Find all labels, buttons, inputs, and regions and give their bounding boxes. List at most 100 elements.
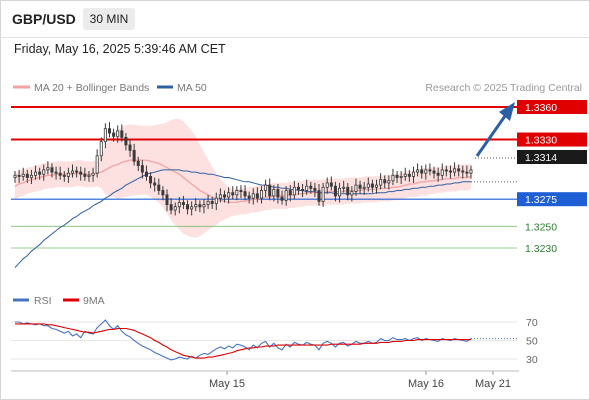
candle-body (177, 202, 181, 208)
candle (366, 177, 370, 192)
candle-body (71, 170, 75, 174)
candle (132, 143, 136, 166)
candle (120, 124, 124, 142)
candle-body (42, 169, 46, 175)
candle (186, 200, 190, 215)
candle-body (453, 168, 457, 173)
candle (440, 163, 444, 180)
candle-body (354, 184, 358, 192)
ma50-legend-label: MA 50 (177, 82, 207, 94)
candle-body (128, 144, 132, 151)
candle-body (284, 190, 288, 201)
candle-body (194, 204, 198, 208)
ma20-line (14, 159, 472, 204)
candle (99, 137, 103, 162)
candle (338, 182, 342, 203)
candle-body (317, 190, 321, 202)
timeframe-button[interactable]: 30 MIN (83, 8, 135, 30)
candle-body (223, 194, 227, 198)
candle (239, 185, 243, 199)
candle-body (272, 189, 276, 197)
candle-body (83, 173, 87, 177)
candle-body (436, 172, 440, 176)
candle (469, 165, 473, 179)
candle (301, 184, 305, 198)
candle-body (395, 174, 399, 178)
candle (448, 165, 452, 179)
price-plot-area: 1.3360 1.3330 1.3275 1.3250 1.3230 (11, 100, 587, 268)
candle (428, 163, 432, 176)
candle (25, 169, 29, 183)
candle-body (383, 179, 387, 184)
candle-body (116, 130, 120, 137)
candle (206, 194, 210, 209)
candle-body (58, 172, 62, 176)
candle-body (333, 185, 337, 197)
candle-body (461, 170, 465, 173)
candle (218, 188, 222, 203)
candle-body (444, 169, 448, 172)
resistance-label: 1.3330 (525, 135, 557, 147)
candle-body (375, 184, 379, 188)
candle (112, 128, 116, 142)
candle-body (54, 171, 58, 174)
candle (309, 181, 313, 194)
x-tick-label: May 21 (475, 378, 511, 390)
candle-body (243, 191, 247, 197)
candle (140, 160, 144, 179)
resistance-label: 1.3360 (525, 102, 557, 114)
candle (17, 169, 21, 183)
candle-body (469, 169, 473, 174)
candle (296, 182, 300, 195)
candle-body (440, 169, 444, 176)
candle (66, 167, 70, 183)
candle (391, 168, 395, 186)
candle-body (465, 171, 469, 174)
candle-body (399, 176, 403, 178)
candle (202, 199, 206, 214)
candle-body (136, 160, 140, 166)
candle-body (190, 206, 194, 210)
x-tick-label: May 15 (209, 378, 245, 390)
candle (83, 167, 87, 181)
candle-body (346, 186, 350, 196)
candle (227, 187, 231, 204)
candle-body (173, 206, 177, 211)
candle (62, 170, 66, 182)
candle-body (231, 192, 235, 196)
candle (223, 190, 227, 203)
candle-body (276, 189, 280, 198)
candle-body (99, 141, 103, 157)
candle (436, 167, 440, 182)
candle-body (313, 187, 317, 191)
candle (321, 182, 325, 207)
candle (465, 165, 469, 178)
resistance-tag (517, 132, 587, 147)
candle-body (202, 204, 206, 208)
candle (411, 166, 415, 183)
candle-body (38, 171, 42, 175)
candle (46, 161, 50, 175)
candle (268, 178, 272, 201)
candle-body (214, 197, 218, 204)
candle (292, 180, 296, 200)
candle (235, 186, 239, 201)
candle (432, 166, 436, 179)
candle-body (391, 174, 395, 182)
candle (247, 191, 251, 204)
candle (165, 189, 169, 212)
candle (79, 166, 83, 181)
candle-body (329, 182, 333, 187)
candle-body (75, 170, 79, 173)
level-target-3: 1.3250 (11, 221, 557, 233)
candle-body (350, 191, 354, 196)
candle (329, 176, 333, 191)
candle (243, 185, 247, 201)
candle (231, 186, 235, 200)
candle (251, 188, 255, 205)
candle-body (186, 204, 190, 210)
candle (107, 122, 111, 138)
top-bar: GBP/USD 30 MIN (1, 1, 589, 38)
